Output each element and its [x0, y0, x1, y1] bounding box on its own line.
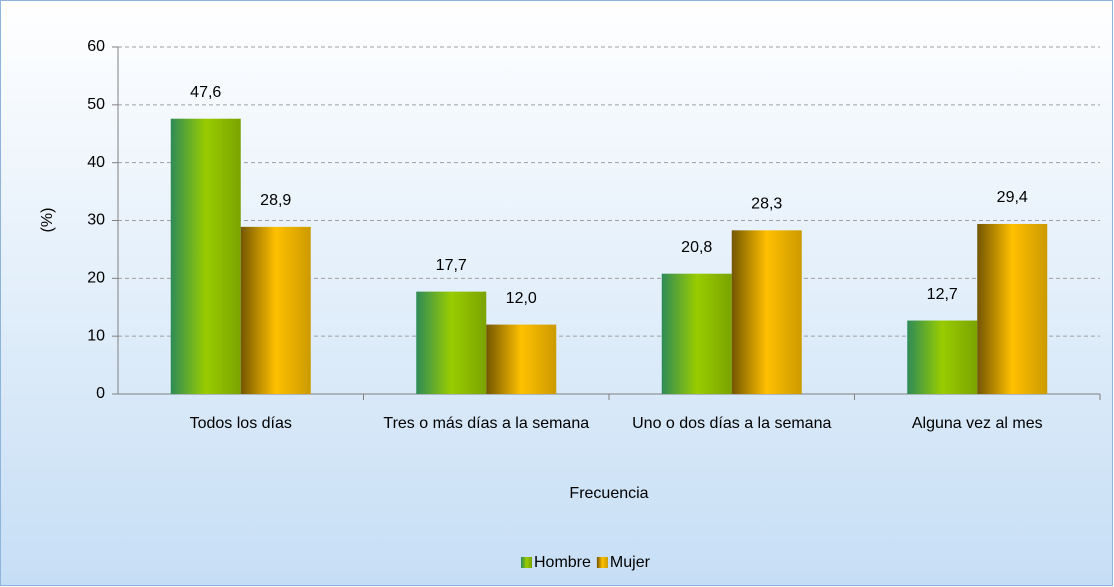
data-label: 28,3 — [751, 196, 782, 213]
bar — [416, 291, 487, 394]
y-tick-label: 60 — [87, 38, 105, 55]
y-axis-title: (%) — [39, 208, 56, 233]
data-label: 17,7 — [436, 257, 467, 274]
bar — [907, 320, 978, 394]
y-tick-label: 10 — [87, 327, 105, 344]
bar — [661, 273, 732, 394]
x-tick-label: Todos los días — [189, 415, 292, 432]
data-label: 20,8 — [681, 239, 712, 256]
y-tick-label: 20 — [87, 270, 105, 287]
x-tick-label: Tres o más días a la semana — [383, 415, 590, 432]
legend-swatch — [596, 557, 608, 568]
data-label: 28,9 — [260, 192, 291, 209]
y-tick-label: 40 — [87, 154, 105, 171]
legend-label: Mujer — [610, 554, 651, 571]
bar — [486, 324, 557, 394]
x-axis-title: Frecuencia — [569, 485, 648, 502]
legend-swatch — [521, 557, 532, 568]
data-label: 29,4 — [997, 189, 1028, 206]
y-tick-label: 30 — [87, 212, 105, 229]
bar — [240, 226, 311, 394]
data-label: 12,7 — [927, 286, 958, 303]
data-label: 12,0 — [506, 290, 537, 307]
y-tick-label: 0 — [96, 385, 105, 402]
legend-label: Hombre — [534, 554, 591, 571]
data-label: 47,6 — [190, 84, 221, 101]
bar — [731, 230, 802, 394]
bar — [170, 118, 241, 395]
x-tick-label: Uno o dos días a la semana — [632, 415, 832, 432]
bar — [977, 223, 1048, 394]
x-tick-label: Alguna vez al mes — [911, 415, 1043, 432]
y-tick-label: 50 — [87, 96, 105, 113]
